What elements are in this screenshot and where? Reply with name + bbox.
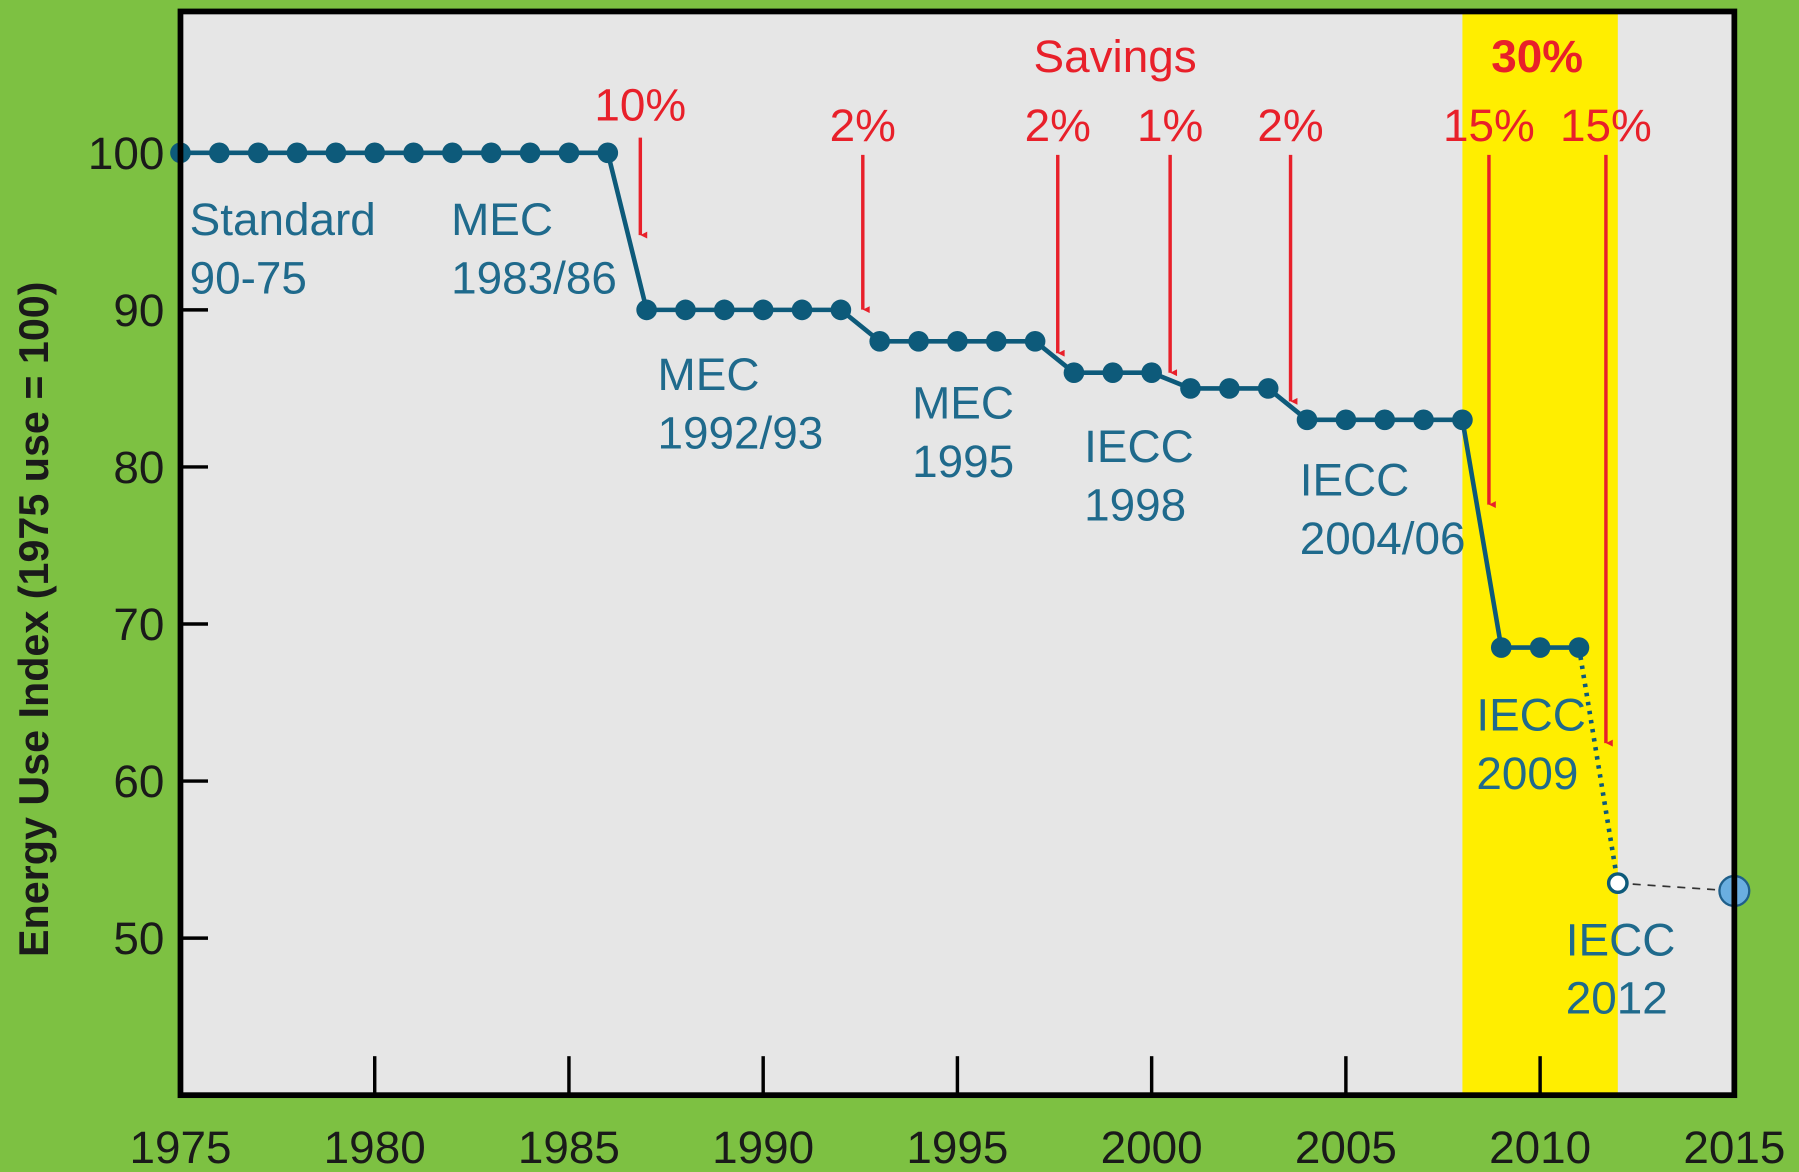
data-point xyxy=(985,330,1007,352)
data-point xyxy=(675,299,696,321)
data-point xyxy=(1335,409,1357,431)
data-point xyxy=(480,142,502,164)
code-label: 2009 xyxy=(1476,747,1578,799)
data-point xyxy=(1490,637,1512,658)
data-point xyxy=(1413,409,1434,431)
data-point xyxy=(247,142,269,164)
code-label: MEC xyxy=(658,348,760,400)
code-label: 2004/06 xyxy=(1300,512,1466,564)
data-point xyxy=(1102,362,1124,384)
data-point xyxy=(597,142,619,164)
data-point xyxy=(1529,637,1551,658)
x-tick-label: 1985 xyxy=(518,1121,620,1172)
code-label: 1998 xyxy=(1084,479,1186,531)
data-point xyxy=(869,330,891,352)
savings-label: 1% xyxy=(1137,99,1203,151)
data-point xyxy=(908,330,929,352)
savings-total: 30% xyxy=(1491,30,1583,82)
y-tick-label: 100 xyxy=(88,127,165,179)
code-label: MEC xyxy=(912,377,1014,429)
data-point xyxy=(1024,330,1046,352)
data-point xyxy=(791,299,813,321)
data-point xyxy=(1141,362,1162,384)
code-label: Standard xyxy=(190,193,376,245)
y-tick-label: 90 xyxy=(113,284,164,336)
savings-title: Savings xyxy=(1034,30,1197,82)
data-point xyxy=(1374,409,1396,431)
code-label: 2012 xyxy=(1566,972,1668,1024)
data-point xyxy=(364,142,386,164)
code-label: MEC xyxy=(451,193,553,245)
series-line xyxy=(1617,882,1735,892)
x-tick-label: 2005 xyxy=(1295,1121,1397,1172)
savings-label: 2% xyxy=(1025,99,1091,151)
data-point xyxy=(286,142,308,164)
y-tick-label: 60 xyxy=(113,755,164,807)
data-point xyxy=(1219,378,1240,399)
data-point xyxy=(403,142,424,164)
data-point xyxy=(325,142,347,164)
data-point xyxy=(209,142,230,164)
code-label: IECC xyxy=(1300,453,1410,505)
data-point xyxy=(752,299,774,321)
data-point xyxy=(1180,378,1201,399)
code-label: 1995 xyxy=(912,435,1014,487)
code-label: IECC xyxy=(1476,688,1586,740)
plot-border xyxy=(177,8,1738,1099)
x-tick-label: 1975 xyxy=(129,1121,231,1172)
x-tick-label: 2000 xyxy=(1101,1121,1203,1172)
savings-label: 15% xyxy=(1560,99,1652,151)
data-point xyxy=(947,330,968,352)
data-point xyxy=(1257,378,1279,399)
data-point xyxy=(636,299,657,321)
x-tick-label: 1990 xyxy=(712,1121,814,1172)
data-point xyxy=(1063,362,1085,384)
code-label: 90-75 xyxy=(190,252,307,304)
x-tick-label: 1995 xyxy=(906,1121,1008,1172)
savings-label: 2% xyxy=(1257,99,1323,151)
code-label: 1983/86 xyxy=(451,252,617,304)
y-tick-label: 70 xyxy=(113,598,164,650)
data-point xyxy=(1452,409,1473,431)
code-label: IECC xyxy=(1566,913,1676,965)
data-point xyxy=(1568,637,1590,658)
data-point xyxy=(519,142,541,164)
x-tick-label: 2015 xyxy=(1683,1121,1785,1172)
series-line xyxy=(1576,647,1621,884)
savings-label: 10% xyxy=(594,78,686,130)
x-tick-label: 1980 xyxy=(324,1121,426,1172)
x-tick-label: 2010 xyxy=(1489,1121,1591,1172)
code-label: 1992/93 xyxy=(658,406,824,458)
data-point xyxy=(442,142,463,164)
y-tick-label: 80 xyxy=(113,441,164,493)
data-point xyxy=(830,299,852,321)
savings-label: 15% xyxy=(1443,99,1535,151)
data-point xyxy=(714,299,735,321)
data-point xyxy=(1606,872,1629,895)
data-point xyxy=(558,142,580,164)
data-point xyxy=(1296,409,1318,431)
savings-label: 2% xyxy=(830,99,896,151)
code-label: IECC xyxy=(1084,420,1194,472)
y-axis-label: Energy Use Index (1975 use = 100) xyxy=(11,281,57,957)
y-tick-label: 50 xyxy=(113,912,164,964)
